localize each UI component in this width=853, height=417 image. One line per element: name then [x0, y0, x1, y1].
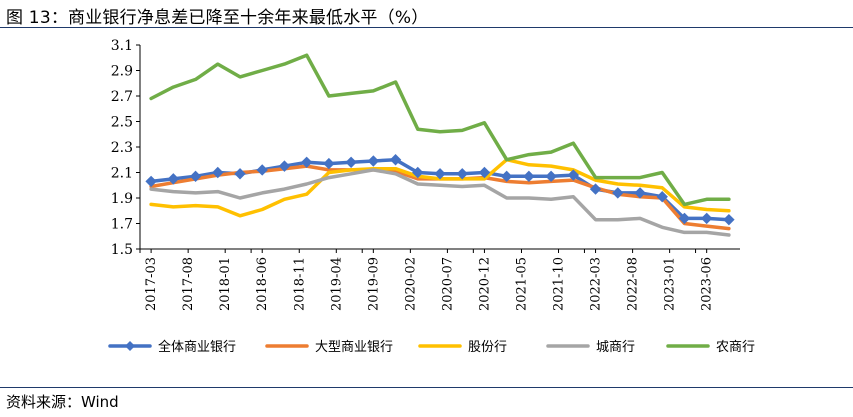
data-point-marker: [545, 170, 557, 183]
data-point-marker: [434, 168, 446, 180]
data-point-marker: [567, 169, 580, 181]
y-tick-label: 1.9: [111, 191, 133, 207]
data-point-marker: [167, 173, 180, 185]
y-tick-label: 2.3: [111, 140, 133, 156]
data-point-marker: [212, 166, 224, 179]
data-point-marker: [367, 155, 380, 167]
series-line: [149, 168, 731, 237]
y-tick-label: 2.5: [111, 115, 133, 131]
data-point-marker: [389, 154, 402, 166]
x-tick-label: 2020-02: [403, 257, 418, 311]
x-tick-label: 2019-09: [366, 257, 381, 311]
x-tick-label: 2022-08: [626, 257, 641, 311]
y-tick-label: 3.1: [111, 38, 133, 54]
x-tick-label: 2017-03: [144, 257, 159, 311]
legend-label: 农商行: [716, 340, 755, 355]
x-tick-label: 2019-04: [329, 257, 344, 311]
legend-marker: [125, 341, 135, 351]
y-tick-label: 1.5: [111, 242, 133, 258]
line-chart: 1.5 1.7 1.9 2.1 2.3 2.5 2.7 2.9 3.1 2017-03 2017-0…: [108, 38, 755, 355]
data-point-marker: [589, 183, 602, 195]
data-point-marker: [523, 170, 535, 183]
data-point-marker: [234, 168, 246, 180]
x-tick-label: 2018-01: [218, 257, 233, 311]
legend-label: 城商行: [596, 340, 635, 355]
x-tick-label: 2021-05: [514, 257, 529, 311]
y-tick-label: 2.1: [111, 166, 133, 182]
data-point-marker: [700, 212, 713, 225]
source-note: 资料来源：Wind: [6, 393, 119, 411]
x-tick-label: 2023-06: [700, 257, 715, 311]
x-tick-label: 2023-01: [663, 257, 678, 311]
title-divider: [0, 27, 853, 28]
data-point-marker: [678, 212, 691, 225]
data-point-marker: [300, 156, 313, 169]
data-point-marker: [478, 166, 491, 179]
x-tick-label: 2018-11: [292, 257, 307, 311]
data-point-marker: [500, 170, 513, 183]
data-point-marker: [723, 213, 735, 226]
data-point-marker: [278, 160, 291, 172]
legend-label: 全体商业银行: [158, 339, 236, 355]
data-point-marker: [634, 187, 646, 199]
y-tick-label: 1.7: [111, 217, 133, 233]
x-tick-label: 2018-06: [255, 257, 270, 311]
x-tick-label: 2020-12: [477, 257, 492, 311]
y-tick-label: 2.9: [111, 64, 133, 80]
data-point-marker: [145, 175, 157, 188]
x-tick-label: 2021-10: [552, 257, 567, 311]
data-point-marker: [345, 156, 357, 169]
x-tick-label: 2017-08: [181, 257, 196, 311]
data-point-marker: [412, 166, 424, 179]
data-point-marker: [189, 170, 202, 183]
data-point-marker: [256, 164, 268, 176]
legend-label: 大型商业银行: [315, 340, 393, 355]
chart-title: 图 13：商业银行净息差已降至十余年来最低水平（%）: [6, 8, 429, 28]
y-tick-label: 2.7: [111, 89, 133, 105]
data-point-marker: [456, 168, 468, 180]
legend-label: 股份行: [468, 340, 507, 355]
series-line: [149, 53, 731, 207]
x-tick-label: 2022-03: [589, 257, 604, 311]
data-point-marker: [612, 187, 624, 199]
data-point-marker: [323, 157, 335, 170]
source-divider: [0, 387, 853, 388]
data-point-marker: [656, 191, 668, 203]
x-tick-label: 2020-07: [440, 257, 455, 311]
